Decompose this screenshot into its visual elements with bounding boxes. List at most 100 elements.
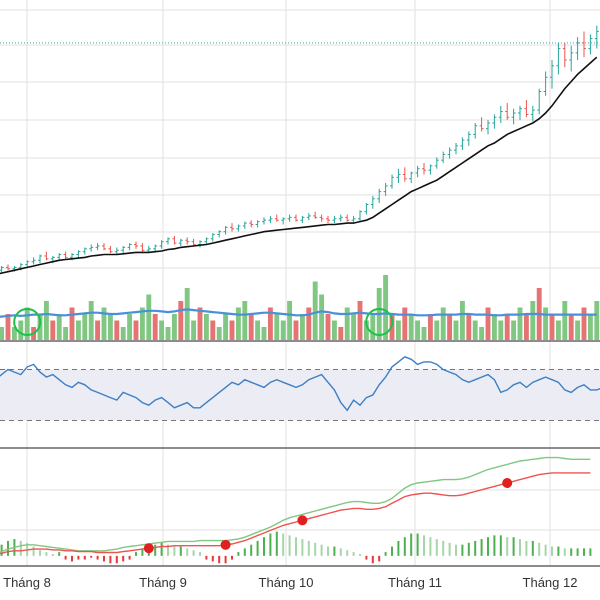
ohlc-bar — [402, 167, 407, 182]
ohlc-bar — [390, 174, 394, 189]
volume-bar — [203, 314, 209, 340]
volume-bar — [63, 327, 69, 340]
volume-bar — [319, 294, 325, 340]
ohlc-bar — [140, 243, 145, 252]
ohlc-bar — [473, 122, 478, 139]
price-moving-average-line — [0, 56, 598, 275]
ohlc-bar — [326, 215, 330, 224]
ohlc-bar — [511, 108, 516, 125]
ohlc-bar — [166, 237, 170, 245]
ohlc-bar — [358, 210, 362, 222]
ohlc-bar — [262, 217, 266, 225]
volume-bar — [210, 320, 216, 340]
ohlc-bar — [441, 151, 446, 164]
volume-bar — [165, 327, 171, 340]
volume-bar — [69, 307, 75, 340]
ohlc-bar — [236, 224, 241, 232]
volume-bar — [498, 320, 504, 340]
ohlc-bar — [57, 253, 62, 261]
volume-bar — [75, 320, 81, 340]
volume-bar — [178, 301, 184, 340]
volume-bar — [88, 301, 94, 340]
volume-bar — [114, 320, 120, 340]
volume-bar — [511, 320, 517, 340]
volume-bar — [191, 320, 197, 340]
ohlc-bar — [134, 241, 138, 249]
ohlc-bar — [178, 238, 183, 246]
ohlc-bar — [44, 251, 49, 261]
volume-bar — [18, 320, 24, 340]
ohlc-bar — [121, 245, 126, 254]
volume-bar — [120, 327, 126, 340]
volume-bar — [235, 307, 241, 340]
price-pane — [0, 25, 600, 275]
ohlc-bar — [575, 37, 580, 61]
ohlc-bar — [319, 214, 324, 222]
volume-bar — [504, 314, 510, 340]
ohlc-bar — [274, 214, 279, 222]
ohlc-bar — [345, 214, 350, 222]
volume-bar — [287, 301, 293, 340]
rsi-band — [0, 369, 600, 421]
volume-bar — [152, 314, 158, 340]
volume-bar — [581, 307, 587, 340]
ohlc-bar — [370, 195, 375, 209]
ohlc-bar — [332, 215, 337, 224]
volume-bar — [434, 320, 440, 340]
ohlc-bar — [114, 247, 119, 255]
ohlc-bar — [268, 215, 273, 224]
macd-cross-marker — [220, 539, 231, 550]
volume-bar — [242, 301, 248, 340]
ohlc-bar — [223, 225, 228, 235]
ohlc-bar — [569, 45, 574, 72]
volume-bar — [127, 314, 133, 340]
volume-bar — [357, 301, 363, 340]
ohlc-bar — [95, 243, 100, 251]
ohlc-bar — [428, 164, 433, 175]
volume-bar — [427, 314, 433, 340]
volume-bar — [594, 301, 600, 340]
ohlc-bar — [294, 214, 298, 222]
ohlc-bar — [287, 214, 292, 222]
volume-bar — [472, 320, 478, 340]
volume-bar — [299, 314, 305, 340]
ohlc-bar — [396, 168, 401, 184]
volume-bar — [82, 314, 88, 340]
volume-bar — [171, 314, 177, 340]
ohlc-bar — [300, 215, 305, 224]
ohlc-bar — [409, 171, 414, 184]
ohlc-bar — [594, 25, 599, 49]
volume-bar — [133, 320, 139, 340]
ohlc-bar — [172, 235, 177, 245]
ohlc-bar — [204, 237, 209, 245]
volume-bar — [383, 275, 389, 340]
ohlc-bar — [434, 157, 439, 169]
volume-bar — [184, 288, 190, 340]
ohlc-bar — [364, 203, 369, 215]
volume-bar — [274, 314, 280, 340]
volume-bar — [56, 314, 62, 340]
volume-bar — [101, 307, 107, 340]
x-tick-label: Tháng 10 — [259, 575, 314, 590]
volume-bar — [543, 307, 549, 340]
ohlc-bar — [217, 230, 222, 238]
ohlc-bar — [447, 147, 452, 159]
macd-cross-marker — [297, 515, 308, 526]
volume-bar — [530, 301, 536, 340]
volume-bar — [229, 320, 235, 340]
volume-bar — [267, 307, 273, 340]
volume-bar — [587, 314, 593, 340]
ohlc-bar — [338, 214, 343, 222]
time-axis: Tháng 8 Tháng 9 Tháng 10 Tháng 11 Tháng … — [3, 575, 577, 590]
ohlc-bar — [377, 188, 382, 204]
x-tick-label: Tháng 9 — [139, 575, 187, 590]
volume-bar — [216, 327, 222, 340]
ohlc-bar — [6, 264, 10, 271]
ohlc-bar — [492, 114, 497, 129]
ohlc-bar — [422, 163, 426, 175]
ohlc-bar — [127, 243, 132, 251]
rsi-pane — [0, 356, 600, 421]
volume-bar — [139, 307, 145, 340]
